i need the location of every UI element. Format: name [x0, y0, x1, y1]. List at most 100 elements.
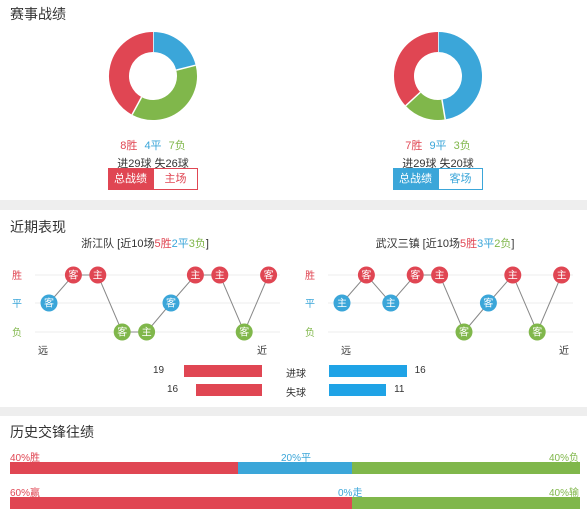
stats-right: 7胜 9平 3负 进29球 失20球 [368, 137, 508, 171]
form-point-left [40, 294, 58, 312]
form-prefix-left: [近10场 [117, 238, 155, 250]
draws-right: 9平 [429, 140, 447, 152]
goals-label: 进球 [286, 369, 306, 380]
form-point-label-right: 客 [459, 326, 469, 339]
tab-group-right: 总战绩 客场 [393, 168, 483, 190]
h2h-loss-label: 40%负 [548, 453, 579, 464]
form-point-label-left: 主 [93, 270, 103, 282]
left-goals-bar [184, 365, 262, 377]
team-name-right: 武汉三镇 [375, 238, 420, 250]
left-goals-value: 19 [153, 365, 165, 376]
form-point-right [504, 266, 522, 284]
axis-label-w-left: 胜 [12, 270, 22, 282]
form-suffix-left: ] [205, 238, 209, 250]
right-conceded-bar [329, 384, 387, 396]
losses-right: 3负 [453, 140, 471, 152]
axis-label-d-left: 平 [12, 299, 22, 310]
axis-near-left: 近 [257, 344, 267, 357]
h2h-cover-bar [10, 497, 352, 509]
form-point-label-left: 主 [142, 327, 152, 339]
form-point-left [162, 294, 180, 312]
form-point-right [333, 294, 351, 312]
right-goals-bar [329, 365, 407, 377]
axis-far-left: 远 [38, 345, 48, 357]
form-wins-right: 5胜 [459, 238, 478, 250]
form-line-left [48, 274, 270, 334]
section-title-match-record: 赛事战绩 [10, 6, 66, 22]
form-point-left [235, 323, 253, 341]
form-point-left [89, 266, 107, 284]
stats-left: 8胜 4平 7负 进29球 失26球 [83, 137, 223, 171]
tab-group-left: 总战绩 主场 [108, 168, 198, 190]
donut-separator-left [131, 96, 143, 116]
tab-total-right[interactable]: 总战绩 [393, 168, 438, 190]
h2h-lose-bar [352, 497, 580, 509]
losses-left: 7负 [168, 140, 186, 152]
right-goals-value: 16 [414, 365, 426, 376]
axis-label-l-left: 负 [12, 326, 22, 339]
form-point-right [382, 294, 400, 312]
form-point-left [113, 323, 131, 341]
axis-label-d-right: 平 [305, 299, 315, 310]
tab-away-right[interactable]: 客场 [438, 168, 483, 190]
form-point-label-right: 客 [361, 269, 371, 282]
form-point-right [357, 266, 375, 284]
head-to-head-panel: 历史交锋往绩 40%胜 20%平 40%负 60%赢 0%走 40%输 [0, 416, 587, 514]
match-record-panel: 赛事战绩 8胜 4平 7负 进29球 失26球 总战绩 主场 7胜 9平 3负 … [0, 0, 587, 200]
donut-slice-loss-right [405, 91, 446, 120]
axis-near-right: 近 [559, 344, 569, 357]
donut-separator-right [405, 91, 421, 107]
form-point-label-left: 客 [166, 297, 176, 310]
form-point-right [528, 323, 546, 341]
form-chart-left: 胜平负客客 主客 主客主 主客客远近 [12, 266, 280, 357]
conceded-label: 失球 [286, 388, 306, 399]
wins-left: 8胜 [120, 140, 138, 152]
section-title-recent-form: 近期表现 [10, 219, 66, 235]
h2h-win-bar [10, 462, 238, 474]
h2h-push-label: 0%走 [338, 488, 363, 499]
form-point-right [431, 266, 449, 284]
donut-slice-draw-left [152, 32, 196, 71]
form-point-left [64, 266, 82, 284]
form-point-left [186, 266, 204, 284]
form-chart-right: 胜平负主客主客 主客客主客主远近 [305, 266, 573, 357]
donut-slice-win-right [394, 32, 439, 106]
left-conceded-value: 16 [167, 384, 179, 395]
form-point-label-right: 客 [532, 326, 542, 339]
form-wins-left: 5胜 [154, 238, 172, 250]
form-point-right [455, 323, 473, 341]
team-title-right: 武汉三镇 [近10场5胜3平2负] [345, 235, 545, 251]
form-point-label-left: 主 [190, 270, 200, 282]
form-draws-left: 2平 [171, 238, 189, 250]
section-title-head-to-head: 历史交锋往绩 [10, 424, 94, 440]
form-point-label-right: 客 [410, 269, 420, 282]
form-point-label-right: 客 [483, 297, 493, 310]
form-point-label-left: 客 [117, 326, 127, 339]
form-point-label-left: 客 [264, 269, 274, 282]
h2h-lose-label: 40%输 [548, 488, 579, 499]
tab-home-left[interactable]: 主场 [153, 168, 198, 190]
donut-chart-left [109, 32, 197, 120]
axis-label-w-right: 胜 [305, 270, 315, 282]
donut-separator-left [176, 64, 196, 71]
axis-far-right: 远 [341, 345, 351, 357]
form-point-left [260, 266, 278, 284]
form-point-label-right: 主 [508, 270, 518, 282]
form-point-right [479, 294, 497, 312]
h2h-cover-label: 60%赢 [10, 488, 41, 499]
form-point-label-left: 客 [68, 269, 78, 282]
h2h-draw-label: 20%平 [281, 453, 312, 464]
donut-chart-right [394, 32, 482, 120]
tab-total-left[interactable]: 总战绩 [108, 168, 153, 190]
form-point-label-left: 客 [239, 326, 249, 339]
form-line-right [341, 274, 563, 334]
form-point-label-right: 主 [337, 298, 347, 310]
donut-slice-loss-left [132, 65, 197, 120]
draws-left: 4平 [144, 140, 162, 152]
recent-form-panel: 近期表现 浙江队 [近10场5胜2平3负] 武汉三镇 [近10场5胜3平2负] … [0, 210, 587, 407]
goals-left: 进29球 失26球 [117, 158, 189, 170]
donut-separator-right [441, 99, 446, 120]
donut-slice-draw-right [437, 32, 482, 120]
form-point-label-right: 主 [435, 270, 445, 282]
form-point-right [406, 266, 424, 284]
